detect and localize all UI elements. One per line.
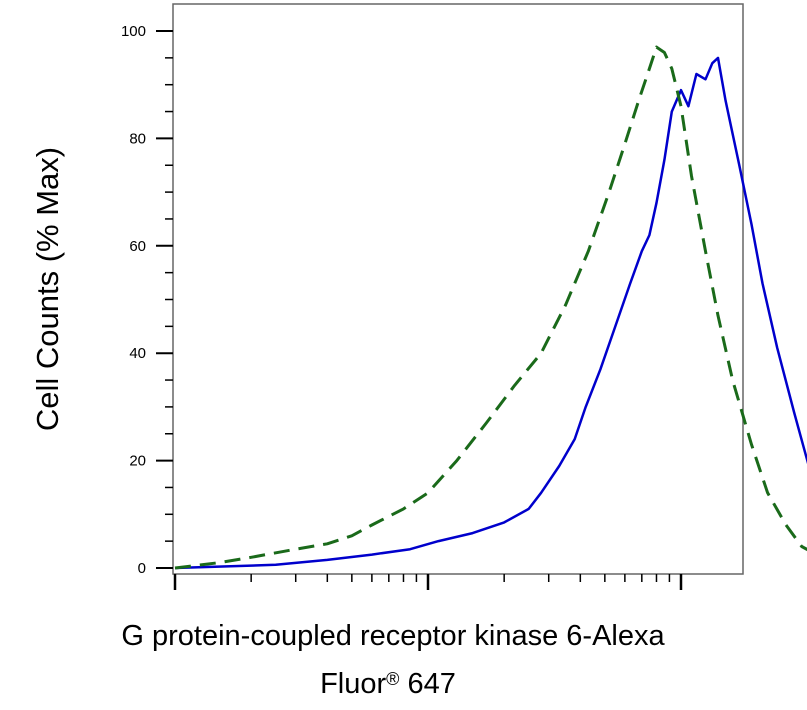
y-tick-label: 0 [138, 560, 146, 577]
x-axis [173, 574, 683, 590]
y-tick-label: 60 [129, 238, 146, 255]
x-axis-label-registered: ® [386, 669, 399, 689]
x-axis-label-fluor: Fluor [320, 668, 386, 700]
x-axis-label-line1: G protein-coupled receptor kinase 6-Alex… [121, 620, 665, 652]
x-axis-label-line2: Fluor® 647 [320, 668, 456, 700]
y-tick-label: 80 [129, 130, 146, 147]
y-axis: 0 20 40 60 80 100 [121, 23, 173, 577]
y-tick-label: 100 [121, 23, 146, 40]
plot-frame [172, 3, 744, 575]
series-line-solid [174, 56, 807, 570]
y-axis-label: Cell Counts (% Max) [30, 147, 65, 431]
series-layer [174, 45, 807, 570]
y-tick-label: 40 [129, 345, 146, 362]
y-tick-label: 20 [129, 453, 146, 470]
x-axis-label-tail: 647 [399, 668, 455, 700]
series-line-dashed [174, 45, 807, 570]
